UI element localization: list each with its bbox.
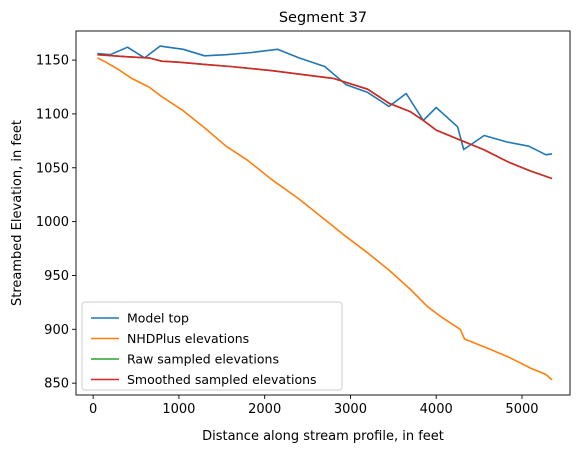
legend-entry: Smoothed sampled elevations [127, 372, 317, 387]
y-tick-label: 900 [44, 323, 69, 338]
legend-entry: Raw sampled elevations [127, 352, 279, 367]
legend-box [81, 301, 343, 391]
plot-frame [75, 30, 571, 396]
x-tick-label: 5000 [505, 402, 538, 417]
y-tick-label: 1100 [36, 107, 69, 122]
y-tick-label: 850 [44, 377, 69, 392]
y-axis: 850 900 950 1000 1050 1100 1150 [36, 54, 76, 392]
x-tick-label: 4000 [420, 402, 453, 417]
series-line-3 [97, 53, 553, 180]
x-tick-label: 2000 [248, 402, 281, 417]
chart-title: Segment 37 [279, 10, 367, 26]
plot-area [97, 45, 553, 381]
x-tick-label: 0 [89, 402, 97, 417]
y-tick-label: 1150 [36, 54, 69, 69]
x-tick-label: 3000 [334, 402, 367, 417]
y-tick-label: 1000 [36, 215, 69, 230]
legend: Model top NHDPlus elevations Raw sampled e… [81, 301, 343, 391]
x-axis-label: Distance along stream profile, in feet [202, 429, 444, 444]
series-line-2 [97, 53, 553, 180]
legend-entry: Model top [127, 311, 189, 326]
y-tick-label: 950 [44, 269, 69, 284]
x-axis: 0 1000 2000 3000 4000 5000 [89, 395, 539, 417]
series-line-0 [97, 45, 553, 156]
series-line-1 [97, 57, 553, 381]
y-tick-label: 1050 [36, 161, 69, 176]
y-axis-label: Streambed Elevation, in feet [10, 120, 25, 306]
legend-entry: NHDPlus elevations [127, 331, 249, 346]
x-tick-label: 1000 [162, 402, 195, 417]
